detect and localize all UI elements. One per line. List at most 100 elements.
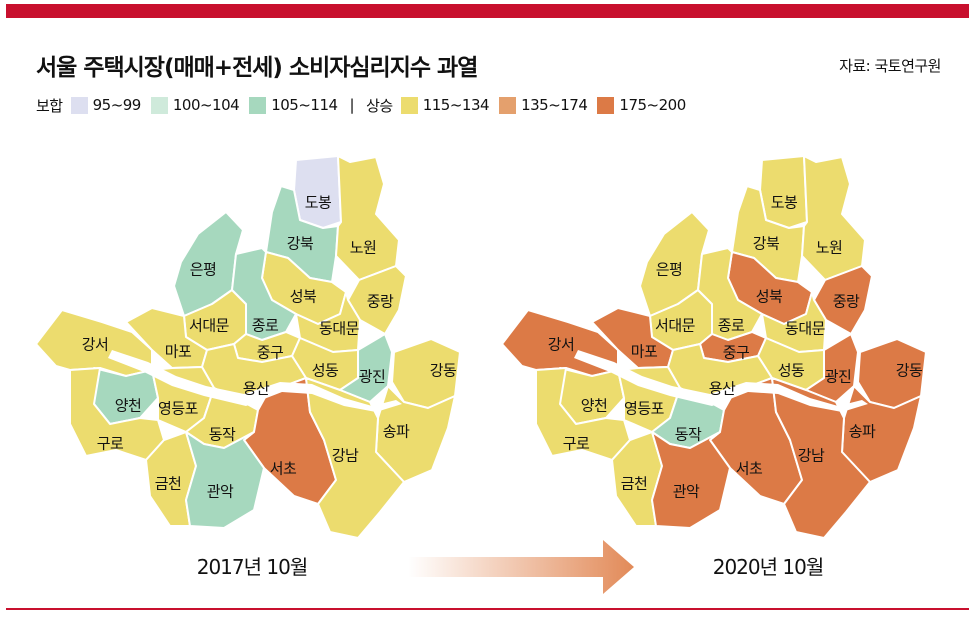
district-광진 [339,333,393,403]
district-label: 서초 [736,460,763,478]
district-label: 관악 [673,483,700,501]
district-shape [69,367,165,461]
district-label: 광진 [359,368,386,386]
district-종로 [697,247,763,341]
legend-item: 135~174 [499,96,588,114]
legend-swatch [597,96,615,114]
district-label: 성북 [756,288,783,306]
district-shape [731,185,805,283]
district-shape [265,185,339,283]
district-shape [805,333,859,403]
district-노원 [801,155,866,281]
legend-separator: | [349,96,355,114]
district-label: 관악 [207,483,234,501]
district-label: 금천 [155,475,182,493]
district-강북 [265,185,339,283]
map-caption-2020: 2020년 10월 [712,555,825,579]
source-note: 자료: 국토연구원 [839,57,941,75]
district-관악 [651,431,731,529]
district-광진 [805,333,859,403]
district-label: 강북 [287,235,314,253]
district-label: 성동 [312,362,339,380]
district-label: 종로 [252,317,279,335]
legend-label: 95~99 [92,96,142,114]
district-label: 영등포 [624,400,665,418]
district-shape [185,431,265,529]
district-label: 동대문 [319,320,360,338]
district-label: 양천 [581,397,608,415]
legend-swatch [400,96,418,114]
district-강북 [731,185,805,283]
district-label: 동작 [209,426,236,444]
district-label: 노원 [816,239,843,257]
district-label: 용산 [243,380,270,398]
bottom-accent-bar [6,608,969,610]
district-label: 서초 [270,460,297,478]
district-label: 도봉 [771,194,798,212]
district-label: 마포 [165,343,192,361]
district-label: 중랑 [367,293,394,311]
han-river [108,350,402,412]
district-label: 광진 [825,368,852,386]
legend-group-flat: 보합 [36,96,63,115]
district-shape [697,247,763,341]
legend-label: 100~104 [172,96,240,114]
top-accent-bar [6,4,969,18]
map-caption-2017: 2017년 10월 [196,555,309,579]
district-강남 [771,377,871,539]
legend-item: 115~134 [400,96,490,114]
district-shape [771,377,871,539]
district-label: 동작 [675,426,702,444]
district-label: 송파 [383,423,410,441]
district-label: 구로 [97,435,124,453]
district-label: 강서 [82,336,109,354]
legend-item: 95~99 [70,96,142,114]
legend-swatch [499,96,517,114]
district-label: 강서 [548,336,575,354]
district-label: 강남 [798,447,825,465]
district-label: 양천 [115,397,142,415]
legend-swatch [249,96,267,114]
district-shape [335,155,400,281]
legend: 보합 95~99 100~104 105~114 | 상승 115~134 13… [36,94,696,116]
district-label: 동대문 [785,320,826,338]
district-label: 성동 [778,362,805,380]
district-label: 도봉 [305,194,332,212]
district-shape [293,155,342,229]
district-도봉 [293,155,342,229]
district-shape [651,431,731,529]
district-label: 강남 [332,447,359,465]
district-구로 [535,367,631,461]
legend-item: 175~200 [597,96,686,114]
district-label: 강동 [896,362,923,380]
district-shape [759,155,808,229]
legend-item: 105~114 [249,96,338,114]
district-종로 [231,247,297,341]
legend-group-rising: 상승 [366,96,393,115]
district-노원 [335,155,400,281]
district-label: 강북 [753,235,780,253]
district-shape [801,155,866,281]
district-관악 [185,431,265,529]
legend-label: 115~134 [422,96,490,114]
district-label: 노원 [350,239,377,257]
district-label: 은평 [190,261,217,279]
district-label: 중구 [257,344,284,362]
district-label: 강동 [430,362,457,380]
district-도봉 [759,155,808,229]
district-label: 구로 [563,435,590,453]
district-shape [305,377,405,539]
district-label: 은평 [656,261,683,279]
district-label: 영등포 [158,400,199,418]
page-title: 서울 주택시장(매매+전세) 소비자심리지수 과열 [36,55,478,81]
legend-swatch [70,96,88,114]
right-arrow-icon [408,540,634,594]
district-shape [535,367,631,461]
district-강남 [305,377,405,539]
district-label: 마포 [631,343,658,361]
han-river [574,350,868,412]
district-label: 중랑 [833,293,860,311]
